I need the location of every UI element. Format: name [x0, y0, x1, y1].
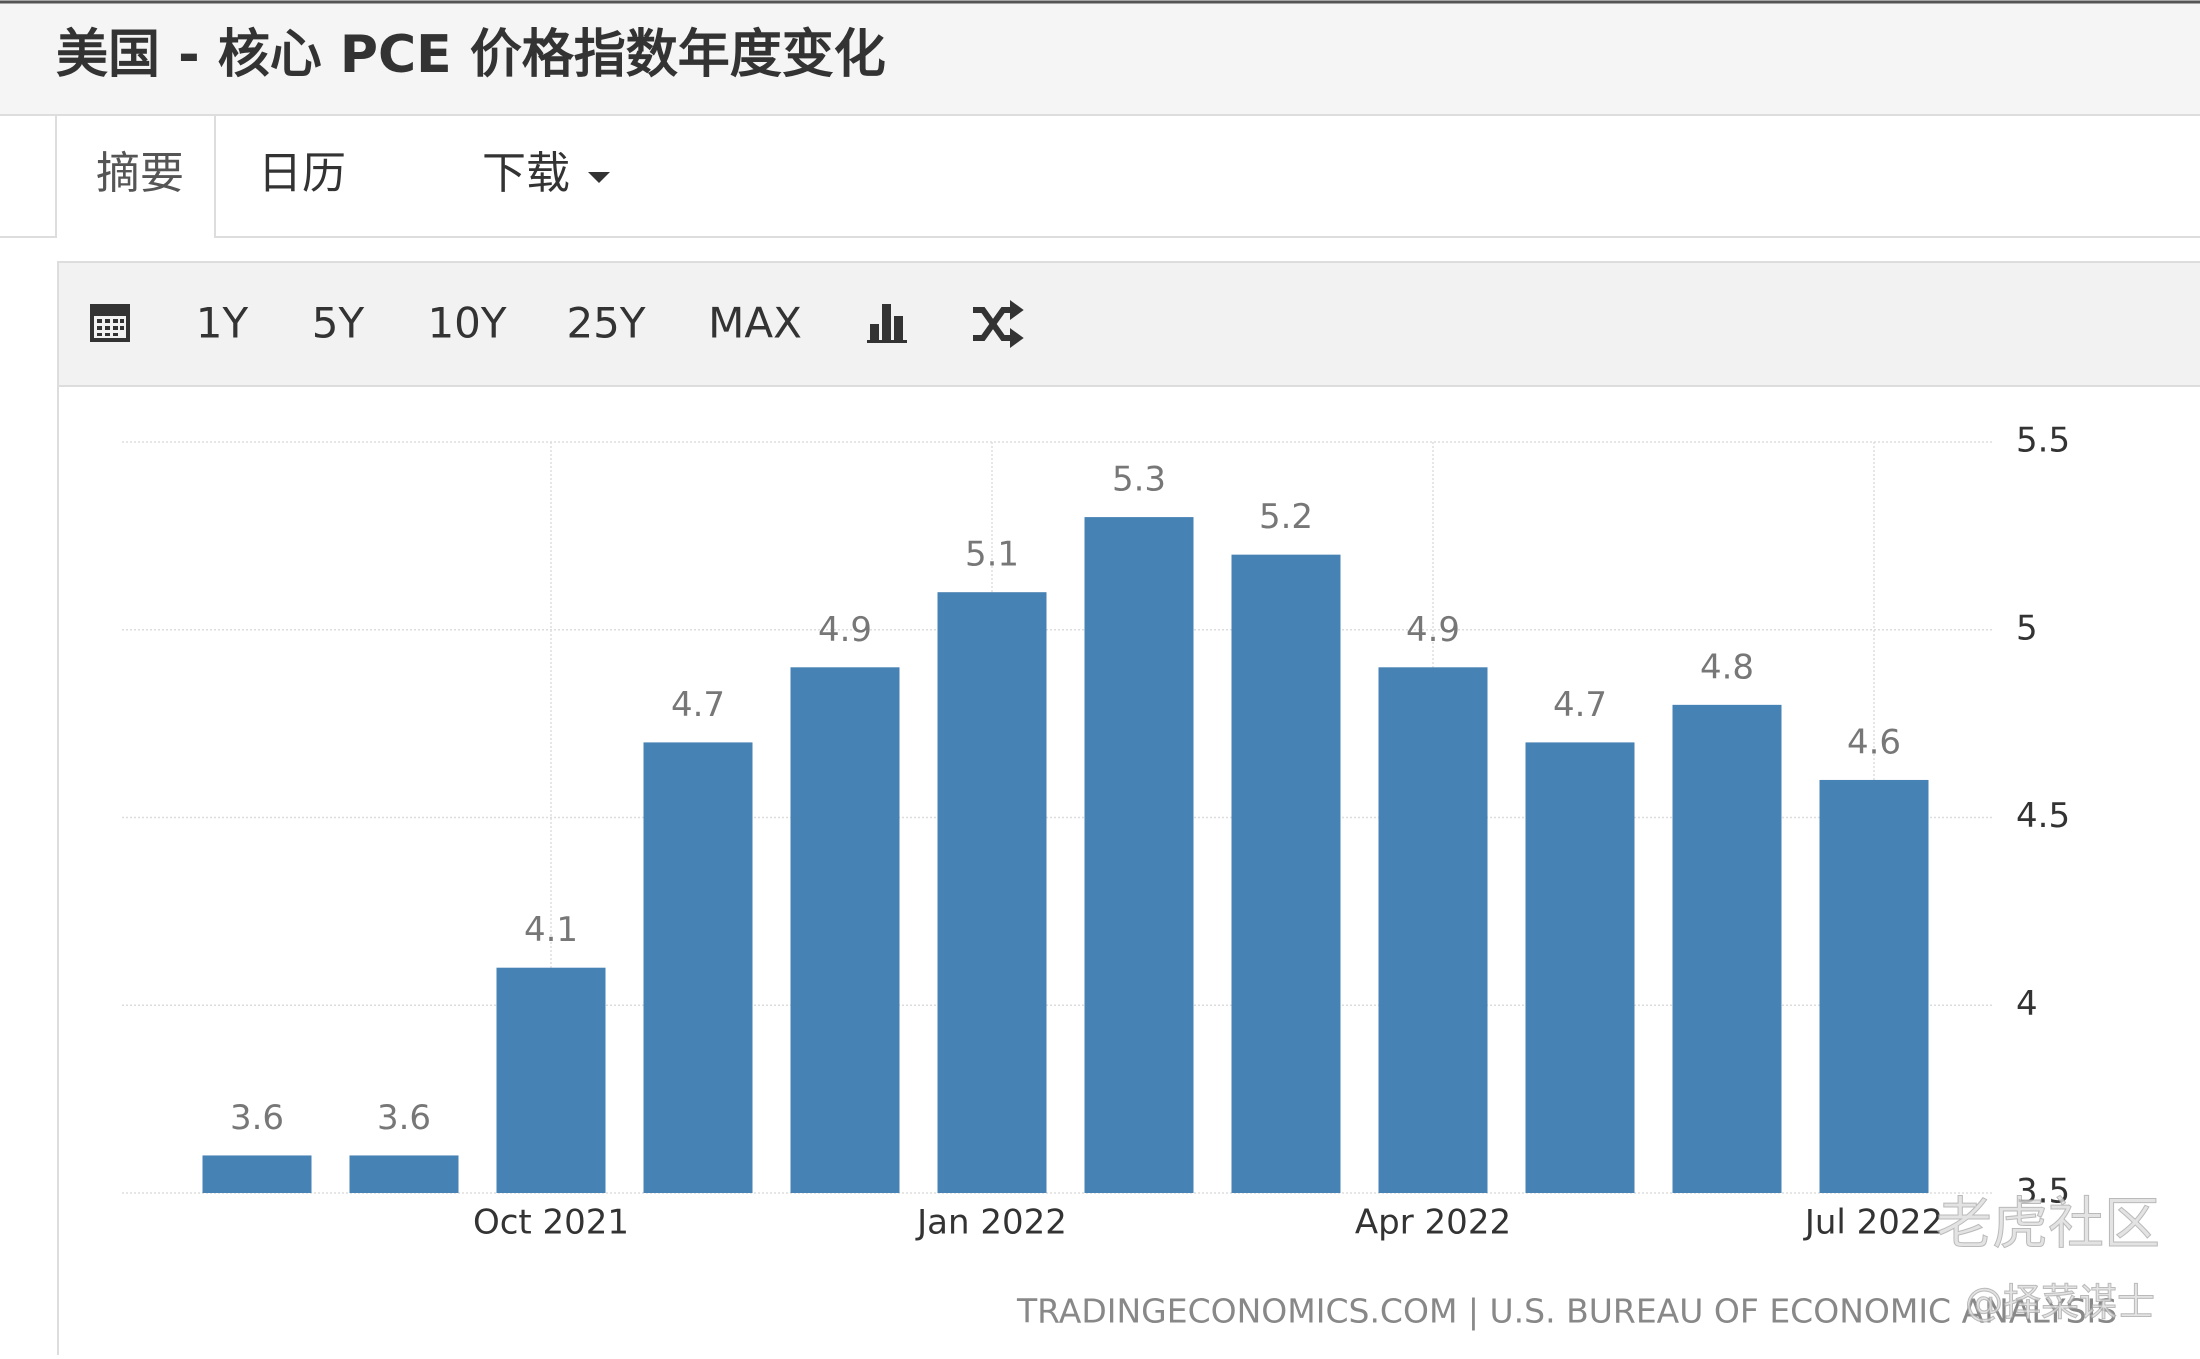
y-tick-label: 5.5: [2016, 421, 2070, 461]
watermark: @择菜谋士: [1965, 1281, 2155, 1325]
data-label: 4.1: [524, 910, 578, 950]
bar: [790, 667, 900, 1193]
bar: [1084, 517, 1194, 1193]
bar: [937, 592, 1047, 1193]
x-tick-label: Jan 2022: [915, 1203, 1067, 1243]
bar: [1378, 667, 1488, 1193]
bar: [643, 742, 753, 1193]
y-tick-label: 4: [2016, 984, 2038, 1024]
caret: [588, 172, 610, 183]
y-tick-label: 3.5: [2016, 1172, 2070, 1212]
bar: [1819, 779, 1929, 1193]
tab[interactable]: 摘要: [96, 148, 184, 199]
y-tick-label: 4.5: [2016, 796, 2070, 836]
plot: 3.5 4 4.5 5 5.5 Oct 2021 Jan 2022 Apr 2022 Jul 2…: [122, 421, 2070, 1243]
data-label: 5.3: [1112, 460, 1166, 500]
data-label: 4.6: [1847, 722, 1901, 762]
range-button[interactable]: 5Y: [312, 299, 365, 348]
x-tick-label: Apr 2022: [1355, 1203, 1511, 1243]
data-label: 3.6: [377, 1098, 431, 1138]
bar: [202, 1155, 312, 1193]
tab[interactable]: 下载: [482, 148, 570, 199]
range-button[interactable]: 10Y: [427, 299, 506, 348]
data-label: 5.2: [1259, 497, 1313, 537]
watermark: 老虎社区: [1936, 1192, 2160, 1257]
range-button[interactable]: MAX: [708, 299, 802, 348]
x-tick-label: Oct 2021: [473, 1203, 629, 1243]
range-button[interactable]: 1Y: [196, 299, 249, 348]
bar: [1231, 554, 1341, 1193]
data-label: 4.9: [1406, 610, 1460, 650]
bar: [1672, 704, 1782, 1193]
data-label: 4.7: [1553, 685, 1607, 725]
source: TRADINGECONOMICS.COM | U.S. BUREAU OF EC…: [1016, 1292, 2117, 1331]
y-tick-label: 5: [2016, 608, 2038, 648]
data-label: 3.6: [230, 1098, 284, 1138]
header-bar: [0, 0, 2200, 115]
page-title: 美国 - 核心 PCE 价格指数年度变化: [56, 25, 886, 85]
active-tab: [55, 114, 216, 238]
bar: [1525, 742, 1635, 1193]
calendar-icon[interactable]: [90, 304, 130, 342]
toolbar: [57, 261, 2200, 387]
bar: [349, 1155, 459, 1193]
data-label: 4.7: [671, 685, 725, 725]
data-label: 4.8: [1700, 647, 1754, 687]
x-tick-label: Jul 2022: [1803, 1203, 1943, 1243]
bar-chart-icon[interactable]: [867, 304, 907, 343]
tab[interactable]: 日历: [258, 148, 346, 199]
shuffle-icon[interactable]: [973, 300, 1024, 348]
range-button[interactable]: 25Y: [566, 299, 645, 348]
bar: [496, 967, 606, 1193]
data-label: 5.1: [965, 535, 1019, 575]
data-label: 4.9: [818, 610, 872, 650]
